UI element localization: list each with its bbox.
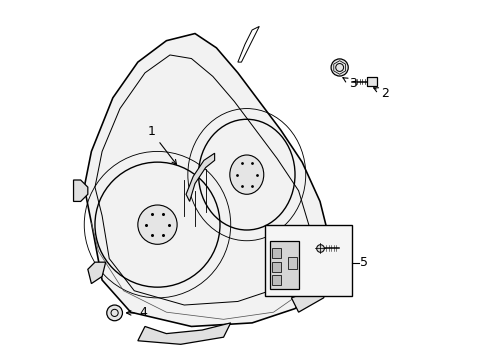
Polygon shape	[292, 280, 331, 312]
Bar	[265, 225, 352, 296]
Circle shape	[107, 305, 122, 321]
Polygon shape	[288, 257, 297, 269]
Polygon shape	[270, 241, 298, 289]
Text: 2: 2	[374, 87, 390, 100]
Polygon shape	[84, 33, 331, 327]
Polygon shape	[367, 77, 377, 86]
Polygon shape	[74, 180, 88, 202]
Text: 4: 4	[126, 306, 147, 319]
Polygon shape	[138, 323, 231, 344]
Polygon shape	[272, 275, 281, 285]
Text: 3: 3	[343, 77, 356, 90]
Polygon shape	[88, 262, 106, 284]
Polygon shape	[186, 153, 215, 202]
Circle shape	[138, 205, 177, 244]
Polygon shape	[272, 262, 281, 272]
Polygon shape	[272, 248, 281, 258]
Text: 5: 5	[360, 256, 368, 269]
Text: 1: 1	[147, 125, 176, 164]
Ellipse shape	[230, 155, 264, 194]
Circle shape	[331, 59, 348, 76]
